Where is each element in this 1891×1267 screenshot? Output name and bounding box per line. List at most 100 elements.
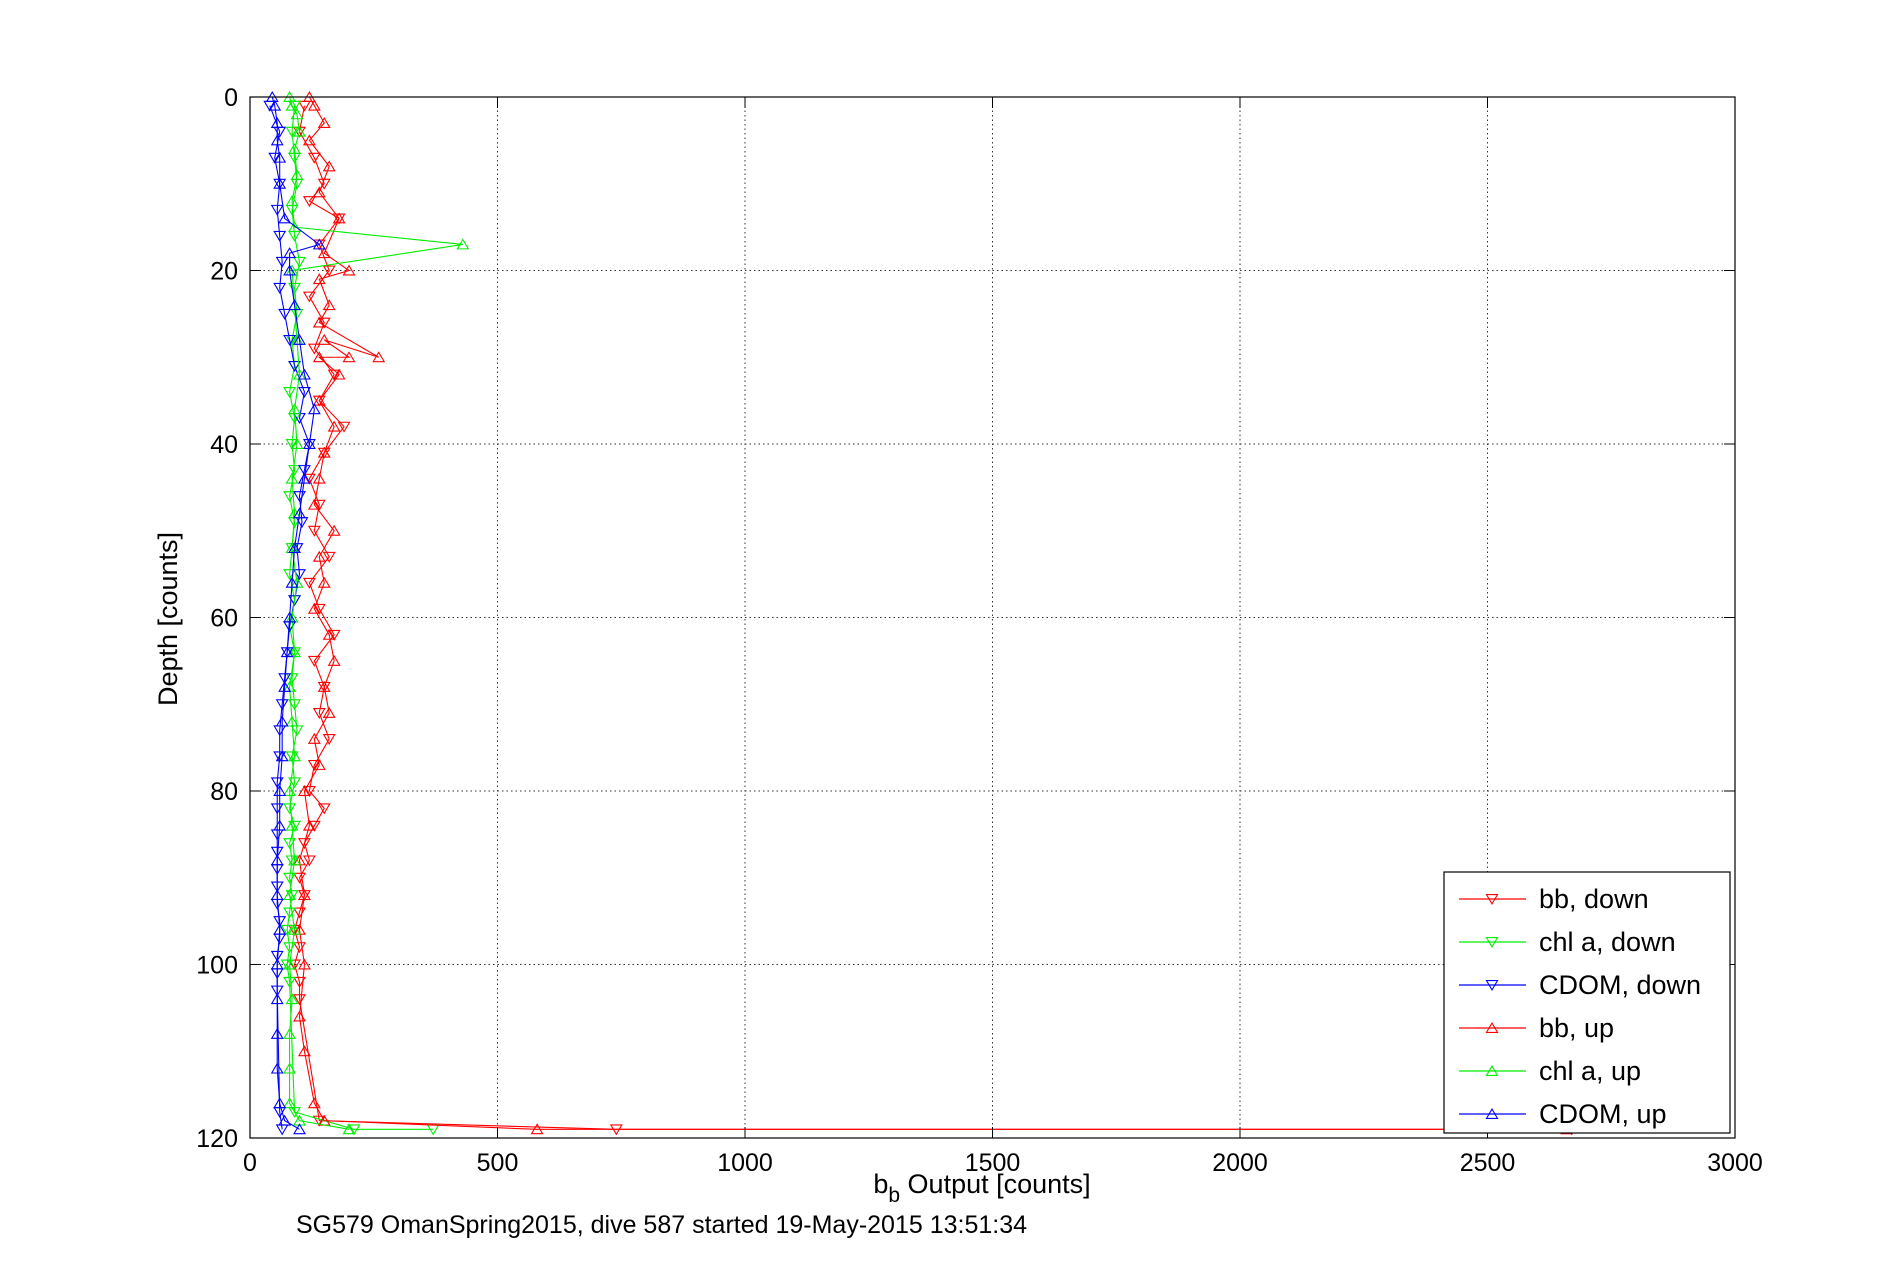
- data-point: [312, 550, 326, 562]
- data-point: [268, 152, 282, 164]
- data-point: [273, 923, 287, 935]
- data-point: [278, 673, 292, 685]
- data-point: [307, 498, 321, 510]
- legend-item: CDOM, up: [1459, 1099, 1667, 1129]
- data-point: [273, 1097, 287, 1109]
- data-point: [273, 230, 287, 242]
- data-point: [456, 238, 470, 250]
- data-point: [270, 950, 284, 962]
- legend-item: CDOM, down: [1459, 970, 1701, 1000]
- data-point: [280, 924, 294, 936]
- data-point: [297, 889, 311, 901]
- legend: bb, down chl a, down CDOM, down bb, up chl a…: [1443, 871, 1731, 1134]
- data-point: [317, 446, 331, 458]
- data-point: [327, 420, 341, 432]
- data-point: [288, 595, 302, 607]
- data-point: [312, 351, 326, 363]
- data-point: [290, 108, 304, 120]
- legend-item: bb, up: [1459, 1013, 1614, 1043]
- data-point: [312, 1115, 326, 1127]
- data-point: [297, 838, 311, 850]
- data-point: [322, 299, 336, 311]
- data-point: [307, 602, 321, 614]
- data-point: [302, 134, 316, 146]
- data-point: [273, 177, 287, 189]
- data-point: [322, 551, 336, 563]
- data-point: [283, 1097, 297, 1109]
- data-point: [283, 889, 297, 901]
- data-point: [530, 1123, 544, 1135]
- x-tick-label: 2500: [1460, 1149, 1516, 1177]
- data-point: [273, 916, 287, 928]
- x-axis-label-main: b: [873, 1169, 888, 1199]
- data-point: [317, 247, 331, 259]
- x-tick-label: 2000: [1212, 1149, 1268, 1177]
- data-point: [288, 750, 302, 762]
- y-tick-label: 0: [224, 84, 238, 112]
- legend-swatch-marker: [1485, 980, 1499, 992]
- legend-item: bb, down: [1459, 884, 1649, 914]
- data-point: [285, 99, 299, 111]
- data-point: [270, 889, 284, 901]
- data-point: [322, 706, 336, 718]
- data-point: [317, 333, 331, 345]
- data-point: [280, 646, 294, 658]
- grid-layer: [250, 97, 1735, 1138]
- data-point: [278, 212, 292, 224]
- legend-label: chl a, up: [1539, 1056, 1641, 1086]
- data-point: [270, 1062, 284, 1074]
- x-tick-label: 1000: [717, 1149, 773, 1177]
- data-point: [285, 993, 299, 1005]
- data-point: [302, 577, 316, 589]
- data-point: [275, 256, 289, 268]
- data-point: [317, 116, 331, 128]
- data-point: [270, 1027, 284, 1039]
- data-point: [290, 169, 304, 181]
- data-point: [278, 1114, 292, 1126]
- data-point: [275, 750, 289, 762]
- y-tick-label: 40: [210, 431, 238, 459]
- data-point: [283, 387, 297, 398]
- legend-item: chl a, down: [1459, 927, 1676, 957]
- data-point: [288, 360, 302, 372]
- data-point: [270, 134, 284, 146]
- series-layer: [263, 90, 1579, 1136]
- data-point: [288, 959, 302, 971]
- y-tick-label: 120: [196, 1125, 238, 1153]
- x-axis-label-rest: Output [counts]: [900, 1169, 1091, 1199]
- data-point: [297, 784, 311, 796]
- data-point: [307, 343, 321, 355]
- data-point: [285, 472, 299, 484]
- y-tick-label: 80: [210, 778, 238, 806]
- data-point: [327, 524, 341, 536]
- data-point: [312, 186, 326, 198]
- data-point: [288, 699, 302, 711]
- data-point: [302, 819, 316, 831]
- data-point: [283, 1027, 297, 1039]
- x-tick-label: 1500: [965, 1149, 1021, 1177]
- data-point: [312, 499, 326, 511]
- data-point: [312, 273, 326, 285]
- y-axis-label: Depth [counts]: [153, 532, 183, 706]
- data-point: [347, 1124, 361, 1136]
- data-point: [312, 394, 326, 406]
- data-point: [270, 846, 284, 858]
- data-point: [312, 603, 326, 615]
- data-point: [273, 282, 287, 294]
- data-point: [288, 646, 302, 658]
- data-point: [307, 99, 321, 111]
- data-point: [297, 465, 311, 477]
- data-point: [317, 576, 331, 588]
- data-point: [302, 291, 316, 303]
- series-line: [271, 96, 321, 1130]
- data-point: [302, 437, 316, 449]
- data-point: [270, 116, 284, 128]
- data-point: [327, 629, 341, 641]
- data-point: [283, 803, 297, 815]
- data-point: [307, 403, 321, 415]
- data-point: [283, 247, 297, 259]
- y-tick-label: 100: [196, 952, 238, 980]
- data-point: [285, 576, 299, 588]
